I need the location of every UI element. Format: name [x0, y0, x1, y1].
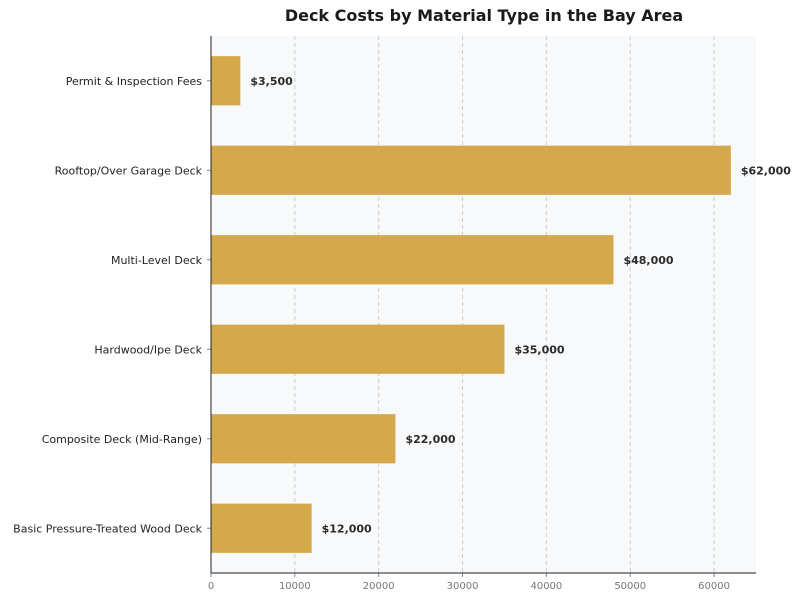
x-tick-label: 30000: [447, 581, 479, 592]
bar: [211, 414, 396, 464]
bar: [211, 503, 312, 553]
bar: [211, 56, 241, 106]
category-label: Multi-Level Deck: [111, 254, 203, 267]
bar: [211, 324, 505, 374]
x-tick-label: 20000: [363, 581, 395, 592]
x-tick-label: 50000: [614, 581, 646, 592]
data-label: $22,000: [405, 433, 455, 446]
chart-title: Deck Costs by Material Type in the Bay A…: [285, 6, 683, 25]
category-label: Composite Deck (Mid-Range): [42, 433, 202, 446]
data-label: $3,500: [250, 75, 293, 88]
category-label: Rooftop/Over Garage Deck: [55, 164, 203, 177]
bar: [211, 145, 731, 195]
data-label: $12,000: [322, 522, 372, 535]
data-label: $35,000: [514, 343, 564, 356]
category-label: Basic Pressure-Treated Wood Deck: [13, 522, 202, 535]
data-label: $48,000: [623, 254, 673, 267]
x-tick-label: 40000: [530, 581, 562, 592]
x-tick-label: 0: [208, 581, 214, 592]
plot-background: [211, 36, 756, 573]
data-label: $62,000: [741, 164, 791, 177]
x-tick-label: 60000: [698, 581, 730, 592]
bar: [211, 235, 614, 285]
category-label: Hardwood/Ipe Deck: [94, 343, 202, 356]
x-tick-label: 10000: [279, 581, 311, 592]
category-label: Permit & Inspection Fees: [66, 75, 203, 88]
